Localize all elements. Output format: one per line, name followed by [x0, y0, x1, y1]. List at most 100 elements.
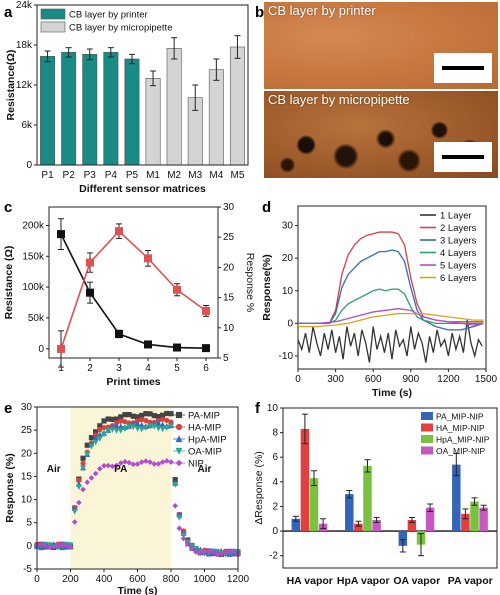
e-point-pa-mip	[122, 412, 128, 418]
e-legend-marker	[175, 411, 183, 419]
e-point-ha-mip	[118, 418, 124, 424]
e-point-nip	[55, 542, 61, 548]
a-xtick-label: M4	[209, 170, 223, 181]
f-bar	[363, 465, 372, 532]
e-point-nip	[138, 459, 145, 465]
d-xtick-label: 900	[402, 374, 419, 385]
e-point-pa-mip	[109, 416, 115, 422]
e-point-nip	[67, 544, 74, 551]
e-point-nip	[164, 458, 170, 464]
c-xtick-label: 2	[87, 363, 93, 374]
e-point-oa-mip	[151, 423, 158, 430]
e-point-oa-mip	[142, 425, 149, 431]
e-point-nip	[226, 548, 233, 554]
f-bar	[372, 520, 381, 532]
e-point-nip	[210, 549, 216, 555]
e-point-hpa-mip	[155, 419, 162, 426]
e-point-nip	[193, 549, 199, 555]
e-point-pa-mip	[139, 412, 145, 419]
a-ytick-label: 18k	[16, 40, 33, 51]
f-bar	[300, 428, 310, 532]
e-point-oa-mip	[71, 508, 78, 515]
a-legend-swatch	[40, 8, 66, 20]
e-point-hpa-mip	[134, 420, 141, 427]
photo-printer: CB layer by printer	[264, 2, 498, 89]
e-xtick-label: 400	[96, 574, 113, 585]
e-point-pa-mip	[105, 416, 111, 422]
a-legend-label: CB layer by printer	[69, 10, 148, 21]
a-xtick-label: M1	[146, 170, 160, 181]
e-xtick-label: 600	[129, 574, 146, 585]
e-annotation: PA	[114, 464, 127, 475]
e-point-nip	[155, 461, 162, 467]
c-point-left	[144, 340, 152, 349]
a-xtick-label: P5	[126, 170, 139, 181]
e-point-oa-mip	[113, 427, 120, 434]
scale-bar-icon	[434, 142, 492, 172]
e-point-ha-mip	[101, 424, 107, 431]
e-point-oa-mip	[101, 431, 107, 438]
c-xlabel: Print times	[106, 376, 160, 388]
a-legend-label: CB layer by micropipette	[69, 23, 172, 34]
e-point-nip	[76, 499, 82, 506]
e-ytick-label: 20	[21, 448, 33, 459]
panel-letter-e: e	[4, 400, 12, 417]
e-ytick-label: 0	[26, 541, 32, 552]
e-point-oa-mip	[80, 465, 86, 472]
f-ytick-label: 2	[272, 501, 278, 512]
c-xtick-label: 3	[116, 363, 122, 374]
a-xtick-label: P2	[63, 170, 76, 181]
a-legend-swatch	[40, 21, 66, 33]
e-point-nip	[205, 548, 212, 554]
f-bar	[354, 523, 363, 532]
e-point-oa-mip	[176, 515, 183, 521]
c-ytick-label: 50k	[28, 313, 45, 324]
e-point-pa-mip	[143, 411, 149, 417]
panel-letter-d: d	[262, 199, 271, 216]
e-point-nip	[147, 459, 153, 465]
e-point-nip	[97, 465, 103, 472]
e-point-nip	[189, 545, 195, 552]
a-bar-p5	[124, 58, 140, 166]
e-point-pa-mip	[126, 412, 132, 418]
f-ytick-label: 0	[272, 526, 278, 537]
d-xtick-label: 600	[365, 374, 382, 385]
photo-micropipette-caption: CB layer by micropipette	[268, 92, 410, 107]
d-ytick-label: 30	[282, 221, 294, 232]
f-bar	[309, 478, 319, 532]
c-point-right	[202, 306, 210, 315]
a-bar-p1	[40, 56, 56, 166]
c-y2tick-label: 25	[223, 232, 235, 243]
c-y2tick-label: 5	[223, 353, 229, 364]
scale-bar-icon	[434, 53, 492, 83]
e-xlabel: Time (s)	[117, 585, 157, 595]
e-point-nip	[176, 525, 183, 532]
f-legend-swatch	[421, 446, 433, 455]
d-legend-label: 6 Layers	[440, 273, 477, 284]
a-xtick-label: P1	[41, 170, 54, 181]
d-series-line-3	[298, 249, 484, 331]
e-point-oa-mip	[134, 425, 141, 432]
a-bar-p2	[61, 52, 77, 166]
e-annotation: Air	[198, 464, 212, 475]
e-legend-marker	[175, 459, 183, 467]
e-xtick-label: 1200	[227, 574, 250, 585]
panel-letter-f: f	[255, 400, 261, 417]
a-ytick-label: 0	[26, 160, 32, 171]
e-point-nip	[214, 551, 220, 557]
a-ytick-label: 12k	[16, 80, 33, 91]
e-ylabel: Response (%)	[4, 453, 16, 522]
c-xtick-label: 6	[203, 363, 209, 374]
a-bar-m4	[208, 69, 224, 166]
e-point-oa-mip	[126, 424, 133, 430]
c-y2label: Response %	[244, 253, 256, 313]
e-point-ha-mip	[97, 426, 103, 433]
a-ylabel: Resistance(Ω)	[5, 50, 17, 121]
e-point-nip	[222, 549, 229, 556]
e-ytick-label: 25	[21, 425, 33, 436]
e-point-nip	[117, 460, 124, 466]
e-point-nip	[168, 459, 174, 465]
e-point-nip	[231, 549, 237, 555]
c-point-left	[86, 288, 94, 297]
